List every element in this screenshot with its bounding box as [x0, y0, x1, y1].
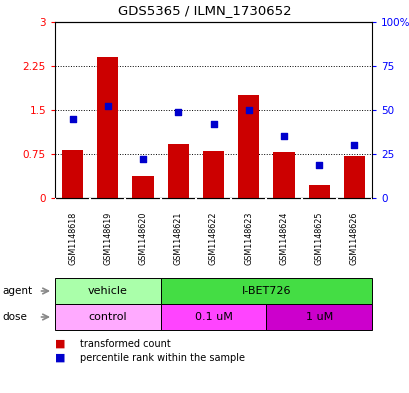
Point — [104, 103, 111, 110]
Bar — [202, 151, 224, 198]
Text: ■: ■ — [55, 353, 65, 363]
Bar — [55, 278, 160, 304]
Text: GSM1148619: GSM1148619 — [103, 211, 112, 265]
Point — [210, 121, 216, 127]
Text: GSM1148626: GSM1148626 — [349, 211, 358, 265]
Text: percentile rank within the sample: percentile rank within the sample — [79, 353, 244, 363]
Text: ■: ■ — [55, 339, 65, 349]
Text: GSM1148621: GSM1148621 — [173, 211, 182, 265]
Text: GSM1148624: GSM1148624 — [279, 211, 288, 265]
Bar — [160, 304, 266, 330]
Text: dose: dose — [2, 312, 27, 322]
Point — [315, 162, 321, 168]
Bar — [343, 156, 364, 198]
Point — [139, 156, 146, 162]
Text: transformed count: transformed count — [79, 339, 170, 349]
Point — [69, 116, 76, 122]
Bar — [167, 144, 189, 198]
Text: GSM1148620: GSM1148620 — [138, 211, 147, 265]
Text: GSM1148618: GSM1148618 — [68, 211, 77, 264]
Text: 1 uM: 1 uM — [305, 312, 332, 322]
Text: GSM1148625: GSM1148625 — [314, 211, 323, 265]
Text: GSM1148623: GSM1148623 — [244, 211, 253, 265]
Point — [245, 107, 252, 113]
Text: GSM1148622: GSM1148622 — [209, 211, 218, 265]
Bar — [55, 304, 160, 330]
Point — [280, 133, 287, 140]
Bar — [308, 185, 329, 198]
Text: control: control — [88, 312, 127, 322]
Bar — [160, 278, 371, 304]
Bar — [132, 176, 153, 198]
Bar — [97, 57, 118, 198]
Bar — [266, 304, 371, 330]
Text: vehicle: vehicle — [88, 286, 128, 296]
Bar — [62, 150, 83, 198]
Bar — [238, 95, 258, 198]
Text: 0.1 uM: 0.1 uM — [194, 312, 232, 322]
Text: agent: agent — [2, 286, 32, 296]
Point — [350, 142, 357, 148]
Text: GDS5365 / ILMN_1730652: GDS5365 / ILMN_1730652 — [118, 4, 291, 17]
Bar — [273, 152, 294, 198]
Point — [175, 108, 181, 115]
Text: I-BET726: I-BET726 — [241, 286, 290, 296]
